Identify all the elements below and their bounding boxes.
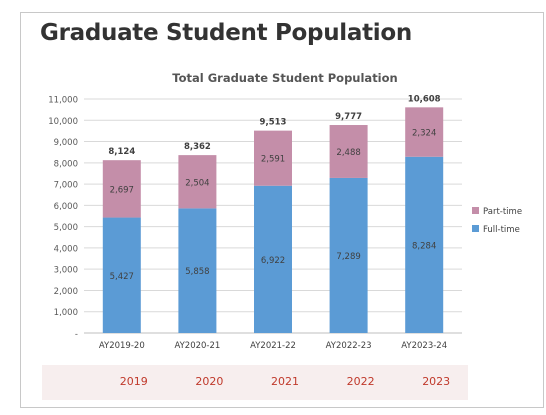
year-strip — [42, 365, 468, 400]
x-tick-label: AY2020-21 — [174, 341, 220, 351]
y-tick-label: 10,000 — [48, 117, 78, 127]
bars-group: 5,427 2,697 8,124 5,858 2,504 8,362 6,922 2,591… — [102, 94, 444, 333]
bar-value-label: 5,427 — [110, 272, 134, 282]
chart-title: Total Graduate Student Population — [172, 71, 397, 85]
legend-label: Full-time — [483, 225, 520, 235]
y-tick-label: 5,000 — [54, 223, 78, 233]
year-label: 2021 — [271, 375, 299, 388]
bar-value-label: 5,858 — [185, 267, 209, 277]
bar-value-label: 6,922 — [261, 256, 285, 266]
page-title: Graduate Student Population — [40, 20, 412, 46]
bar-segment-part-time — [329, 125, 368, 178]
year-label: 2023 — [422, 375, 451, 388]
x-tick-label: AY2021-22 — [250, 341, 296, 351]
x-tick-label: AY2023-24 — [401, 341, 447, 351]
bar-value-label: 2,591 — [261, 155, 285, 165]
bar-total-label: 9,777 — [335, 112, 362, 122]
bar-segment-part-time — [405, 107, 444, 157]
bar-value-label: 7,289 — [336, 252, 360, 262]
bar-segment-full-time — [254, 185, 292, 333]
bar-segment-part-time — [178, 155, 217, 209]
y-tick-label: 2,000 — [54, 287, 78, 297]
y-tick-label: 7,000 — [54, 181, 78, 191]
y-tick-label: 6,000 — [54, 202, 78, 212]
y-tick-label: - — [75, 330, 78, 340]
y-tick-label: 3,000 — [54, 266, 78, 276]
bar-segment-part-time — [254, 130, 292, 186]
bar-total-label: 10,608 — [408, 94, 441, 104]
year-label: 2020 — [195, 375, 224, 388]
bar-total-label: 8,124 — [108, 147, 135, 157]
bar-segment-full-time — [329, 177, 368, 333]
chart-legend: Part-time Full-time — [472, 207, 522, 235]
legend-swatch-full-time — [472, 225, 479, 232]
x-tick-label: AY2022-23 — [326, 341, 372, 351]
bar-value-label: 2,504 — [185, 178, 209, 188]
bar-value-label: 2,324 — [412, 129, 436, 139]
y-tick-label: 8,000 — [54, 159, 78, 169]
y-tick-label: 4,000 — [54, 244, 78, 254]
legend-swatch-part-time — [472, 207, 479, 214]
bar-value-label: 8,284 — [412, 241, 436, 251]
bar-segment-part-time — [102, 160, 141, 218]
y-tick-label: 1,000 — [54, 308, 78, 318]
y-tick-label: 9,000 — [54, 138, 78, 148]
bar-total-label: 8,362 — [184, 142, 211, 152]
legend-label: Part-time — [483, 207, 522, 217]
bar-segment-full-time — [102, 217, 141, 333]
stacked-bar-chart: Total Graduate Student Population - 1,000… — [48, 71, 522, 351]
year-label: 2022 — [346, 375, 375, 388]
bar-value-label: 2,697 — [110, 185, 134, 195]
bar-segment-full-time — [405, 156, 444, 333]
year-label: 2019 — [119, 375, 148, 388]
x-tick-label: AY2019-20 — [99, 341, 145, 351]
bar-total-label: 9,513 — [260, 118, 287, 128]
y-axis: - 1,000 2,000 3,000 4,000 5,000 6,000 7,000 8,00… — [48, 96, 78, 340]
bar-segment-full-time — [178, 208, 217, 333]
bar-value-label: 2,488 — [336, 148, 360, 158]
x-axis: AY2019-20 AY2020-21 AY2021-22 AY2022-23 AY20… — [99, 341, 447, 351]
y-tick-label: 11,000 — [48, 96, 78, 106]
